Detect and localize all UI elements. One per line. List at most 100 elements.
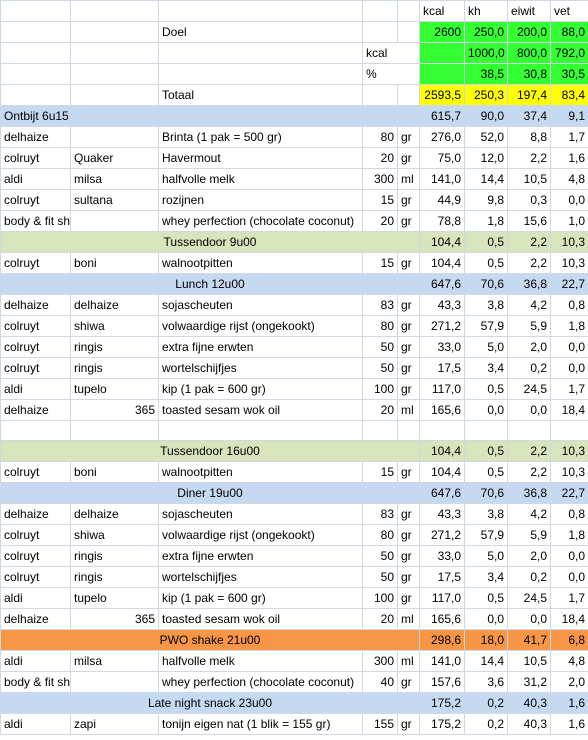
eiwit-cell[interactable]: 24,5 <box>507 378 551 400</box>
vet-cell[interactable]: 0,8 <box>550 503 588 525</box>
kh-cell[interactable]: 0,5 <box>464 461 508 483</box>
quantity-cell[interactable]: 15 <box>362 461 398 483</box>
col-header-eiwit[interactable]: eiwit <box>507 0 551 22</box>
eiwit-cell[interactable]: 5,9 <box>507 315 551 337</box>
totaal-label[interactable]: Totaal <box>158 84 363 106</box>
store-cell[interactable]: delhaize <box>0 399 71 421</box>
kcal-cell[interactable]: 117,0 <box>419 378 465 400</box>
vet-cell[interactable]: 0,0 <box>550 336 588 358</box>
kcal-eiwit[interactable]: 800,0 <box>507 42 551 64</box>
kcal-cell[interactable]: 104,4 <box>419 461 465 483</box>
kcal-vet[interactable]: 792,0 <box>550 42 588 64</box>
store-cell[interactable]: colruyt <box>0 461 71 483</box>
section-total-vet[interactable]: 22,7 <box>550 482 588 504</box>
unit-cell[interactable]: ml <box>397 168 420 190</box>
quantity-cell[interactable]: 155 <box>362 713 398 735</box>
eiwit-cell[interactable]: 2,2 <box>507 147 551 169</box>
unit-cell[interactable]: gr <box>397 587 420 609</box>
kh-cell[interactable]: 5,0 <box>464 545 508 567</box>
vet-cell[interactable]: 1,7 <box>550 587 588 609</box>
col-header-kcal[interactable]: kcal <box>419 0 465 22</box>
brand-cell[interactable]: ringis <box>70 545 159 567</box>
eiwit-cell[interactable]: 10,5 <box>507 168 551 190</box>
product-cell[interactable]: whey perfection (chocolate coconut) <box>158 671 363 693</box>
kh-cell[interactable]: 14,4 <box>464 168 508 190</box>
kcal-cell[interactable]: 141,0 <box>419 168 465 190</box>
quantity-cell[interactable]: 20 <box>362 608 398 630</box>
kcal-kcal[interactable] <box>419 42 465 64</box>
kh-cell[interactable]: 3,6 <box>464 671 508 693</box>
meal-section-title[interactable]: Tussendoor 9u00 <box>0 231 420 253</box>
eiwit-cell[interactable]: 8,8 <box>507 126 551 148</box>
eiwit-cell[interactable]: 2,2 <box>507 252 551 274</box>
quantity-cell[interactable]: 40 <box>362 671 398 693</box>
product-cell[interactable]: sojascheuten <box>158 294 363 316</box>
section-total-kcal[interactable]: 647,6 <box>419 273 465 295</box>
quantity-cell[interactable]: 100 <box>362 587 398 609</box>
section-total-eiwit[interactable]: 40,3 <box>507 692 551 714</box>
section-total-eiwit[interactable]: 41,7 <box>507 629 551 651</box>
product-cell[interactable]: halfvolle melk <box>158 650 363 672</box>
eiwit-cell[interactable]: 24,5 <box>507 587 551 609</box>
kcal-cell[interactable]: 117,0 <box>419 587 465 609</box>
section-total-vet[interactable]: 22,7 <box>550 273 588 295</box>
doel-kh[interactable]: 250,0 <box>464 21 508 43</box>
unit-cell[interactable]: gr <box>397 503 420 525</box>
unit-cell[interactable]: gr <box>397 671 420 693</box>
section-total-kh[interactable]: 70,6 <box>464 273 508 295</box>
kcal-cell[interactable]: 165,6 <box>419 399 465 421</box>
section-total-vet[interactable]: 9,1 <box>550 105 588 127</box>
section-total-eiwit[interactable]: 2,2 <box>507 231 551 253</box>
quantity-cell[interactable]: 300 <box>362 650 398 672</box>
quantity-cell[interactable]: 300 <box>362 168 398 190</box>
meal-section-title[interactable]: Late night snack 23u00 <box>0 692 420 714</box>
quantity-cell[interactable]: 80 <box>362 126 398 148</box>
percent-vet[interactable]: 30,5 <box>550 63 588 85</box>
brand-cell[interactable]: tupelo <box>70 378 159 400</box>
quantity-cell[interactable]: 50 <box>362 357 398 379</box>
kcal-cell[interactable]: 17,5 <box>419 566 465 588</box>
quantity-cell[interactable]: 20 <box>362 147 398 169</box>
unit-cell[interactable]: gr <box>397 147 420 169</box>
store-cell[interactable]: delhaize <box>0 503 71 525</box>
unit-cell[interactable]: ml <box>397 650 420 672</box>
section-total-kh[interactable]: 0,5 <box>464 231 508 253</box>
totaal-eiwit[interactable]: 197,4 <box>507 84 551 106</box>
section-total-kh[interactable]: 0,5 <box>464 440 508 462</box>
kh-cell[interactable]: 9,8 <box>464 189 508 211</box>
product-cell[interactable]: rozijnen <box>158 189 363 211</box>
vet-cell[interactable]: 4,8 <box>550 650 588 672</box>
meal-section-title[interactable]: Ontbijt 6u15 <box>0 105 420 127</box>
kcal-cell[interactable]: 78,8 <box>419 210 465 232</box>
kh-cell[interactable]: 0,0 <box>464 399 508 421</box>
section-total-vet[interactable]: 10,3 <box>550 440 588 462</box>
kcal-cell[interactable]: 43,3 <box>419 503 465 525</box>
section-total-eiwit[interactable]: 2,2 <box>507 440 551 462</box>
store-cell[interactable]: delhaize <box>0 126 71 148</box>
brand-cell[interactable] <box>70 671 159 693</box>
eiwit-cell[interactable]: 0,0 <box>507 608 551 630</box>
quantity-cell[interactable]: 83 <box>362 503 398 525</box>
brand-cell[interactable]: delhaize <box>70 503 159 525</box>
eiwit-cell[interactable]: 5,9 <box>507 524 551 546</box>
unit-cell[interactable]: gr <box>397 315 420 337</box>
vet-cell[interactable]: 1,0 <box>550 210 588 232</box>
section-total-kh[interactable]: 18,0 <box>464 629 508 651</box>
kh-cell[interactable]: 0,5 <box>464 378 508 400</box>
brand-cell[interactable]: tupelo <box>70 587 159 609</box>
eiwit-cell[interactable]: 2,2 <box>507 461 551 483</box>
unit-cell[interactable]: gr <box>397 461 420 483</box>
brand-cell[interactable]: milsa <box>70 650 159 672</box>
quantity-cell[interactable]: 20 <box>362 210 398 232</box>
vet-cell[interactable]: 10,3 <box>550 461 588 483</box>
kcal-cell[interactable]: 157,6 <box>419 671 465 693</box>
store-cell[interactable]: aldi <box>0 650 71 672</box>
store-cell[interactable]: colruyt <box>0 252 71 274</box>
kh-cell[interactable]: 0,2 <box>464 713 508 735</box>
unit-cell[interactable]: gr <box>397 252 420 274</box>
unit-cell[interactable]: gr <box>397 566 420 588</box>
product-cell[interactable]: halfvolle melk <box>158 168 363 190</box>
section-total-kcal[interactable]: 647,6 <box>419 482 465 504</box>
store-cell[interactable]: colruyt <box>0 545 71 567</box>
brand-cell[interactable] <box>70 210 159 232</box>
